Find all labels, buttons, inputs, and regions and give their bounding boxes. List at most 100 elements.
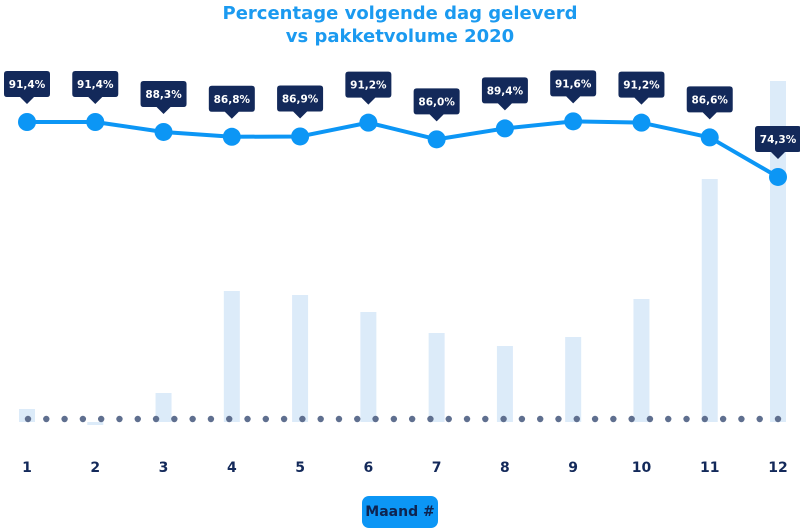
baseline-dot: [262, 415, 270, 423]
data-label: 86,0%: [418, 96, 455, 108]
volume-bar: [496, 346, 513, 422]
baseline-dot: [244, 415, 251, 423]
data-label-box: [481, 77, 528, 111]
baseline-dot: [299, 415, 306, 423]
baseline-dot: [152, 415, 160, 423]
volume-bar: [223, 291, 240, 422]
baseline-dot: [280, 415, 288, 423]
data-label-box: [755, 125, 800, 159]
baseline-dot: [171, 415, 178, 423]
data-label: 86,9%: [282, 93, 319, 105]
baseline-dot: [482, 415, 489, 423]
percentage-line: [27, 119, 780, 179]
data-label: 86,6%: [692, 94, 729, 106]
x-tick-label: 10: [632, 460, 652, 476]
baseline-dot: [555, 415, 562, 423]
data-point: [359, 113, 378, 132]
baseline-dot: [500, 415, 507, 423]
baseline-dot: [701, 415, 709, 423]
data-point: [154, 122, 173, 141]
volume-bar: [292, 295, 309, 422]
volume-bar: [633, 299, 650, 422]
baseline-dot: [79, 415, 87, 423]
baseline-dot: [738, 415, 745, 423]
x-tick-label: 2: [90, 460, 100, 476]
data-point: [86, 113, 105, 131]
data-label: 88,3%: [145, 89, 182, 101]
data-point: [632, 113, 651, 132]
baseline-dot: [97, 415, 105, 423]
volume-bar: [360, 312, 377, 422]
baseline-dot: [756, 415, 763, 423]
title-line: Percentage volgende dag geleverd: [222, 3, 578, 24]
baseline-dot: [134, 415, 141, 423]
x-tick-label: 3: [159, 460, 169, 476]
x-tick-label: 9: [568, 460, 578, 476]
baseline-dot: [427, 415, 434, 423]
data-point: [291, 127, 310, 146]
baseline-dot: [116, 415, 123, 423]
baseline-dot: [207, 415, 215, 423]
data-label-box: [618, 71, 665, 105]
baseline-dot: [665, 415, 672, 423]
baseline-dot: [573, 415, 580, 423]
data-label: 86,8%: [214, 94, 251, 106]
x-tick-label: 12: [768, 460, 787, 476]
data-label-box: [686, 86, 733, 120]
baseline-dot: [591, 415, 599, 423]
baseline-dot: [24, 415, 32, 423]
baseline-dot: [61, 415, 68, 423]
subtitle-line: vs pakketvolume 2020: [285, 26, 515, 47]
data-label: 91,6%: [555, 78, 592, 90]
x-tick-label: 5: [295, 460, 305, 476]
data-label-box: [345, 71, 392, 105]
x-tick-label: 11: [700, 460, 719, 476]
baseline-dot: [774, 415, 782, 423]
volume-bar: [770, 81, 786, 422]
data-label: 91,2%: [623, 80, 660, 92]
baseline-dot: [628, 415, 635, 423]
volume-bar: [87, 422, 104, 425]
x-axis-label: Maand #: [362, 496, 438, 528]
data-point: [769, 167, 787, 186]
baseline-dot: [646, 415, 654, 423]
baseline-dot: [445, 415, 452, 423]
data-point: [222, 127, 241, 146]
baseline-dot: [719, 415, 727, 423]
data-label-box: [413, 88, 460, 122]
baseline-dot: [354, 415, 361, 423]
volume-bar: [428, 333, 445, 422]
data-label-box: [140, 80, 187, 114]
volume-bar: [565, 337, 582, 422]
data-point: [18, 113, 36, 131]
x-tick-label: 4: [227, 460, 237, 476]
volume-bar: [701, 179, 718, 422]
baseline-dot: [372, 415, 379, 423]
chart-title: Percentage volgende dag geleverd vs pakk…: [0, 2, 800, 48]
baseline-dot: [518, 415, 526, 423]
x-tick-label: 8: [500, 460, 510, 476]
baseline-dot: [408, 415, 416, 423]
x-tick-label: 6: [363, 460, 373, 476]
baseline-dot: [536, 415, 544, 423]
baseline-dot: [317, 415, 324, 423]
data-point: [495, 119, 514, 138]
data-point: [427, 130, 446, 149]
baseline-dot: [683, 415, 690, 423]
data-point: [564, 112, 583, 131]
data-label-box: [208, 85, 255, 119]
volume-bar: [155, 393, 172, 422]
baseline-dot: [463, 415, 471, 423]
data-label: 91,4%: [9, 79, 46, 91]
data-label: 91,4%: [77, 79, 114, 91]
data-label: 74,3%: [760, 134, 797, 146]
data-label-box: [72, 71, 119, 104]
x-tick-label: 1: [22, 460, 32, 476]
data-label: 91,2%: [350, 80, 387, 92]
baseline-dot: [390, 415, 398, 423]
data-label: 89,4%: [487, 85, 524, 97]
data-label-box: [4, 71, 50, 104]
baseline-dot: [189, 415, 196, 423]
data-point: [700, 128, 719, 147]
